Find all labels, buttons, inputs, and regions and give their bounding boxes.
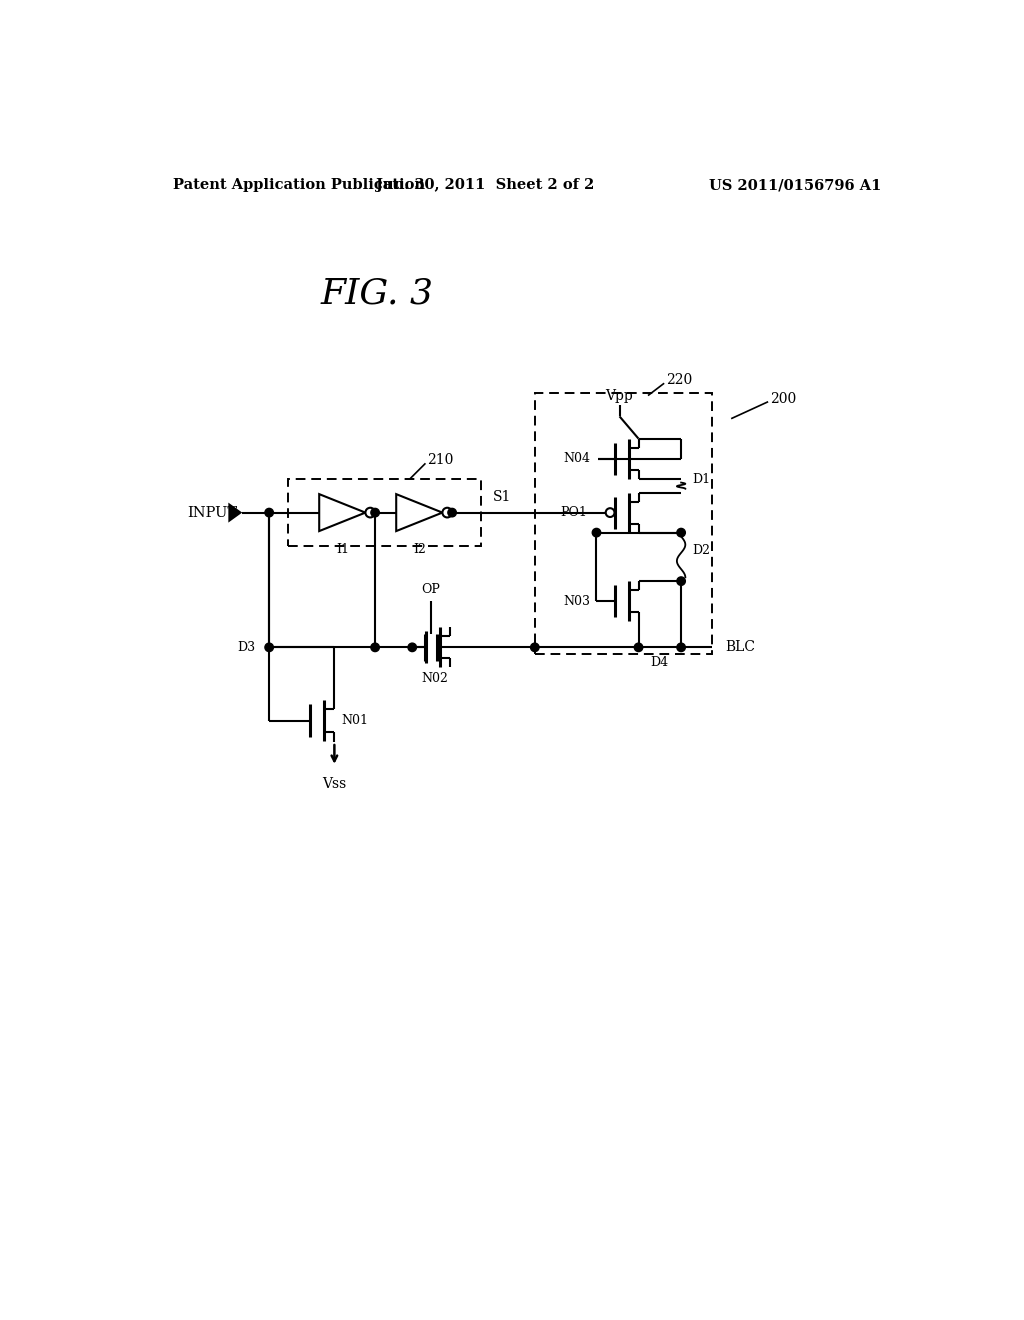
Text: D2: D2: [692, 544, 710, 557]
Text: 210: 210: [427, 453, 454, 467]
Circle shape: [530, 643, 539, 652]
Text: FIG. 3: FIG. 3: [321, 276, 433, 310]
Text: US 2011/0156796 A1: US 2011/0156796 A1: [709, 178, 882, 193]
Text: I1: I1: [336, 543, 349, 556]
Polygon shape: [228, 503, 243, 523]
Text: N03: N03: [563, 594, 591, 607]
Text: PO1: PO1: [560, 506, 588, 519]
Bar: [535, 393, 712, 653]
Circle shape: [634, 643, 643, 652]
Circle shape: [677, 528, 685, 537]
Text: 220: 220: [666, 374, 692, 387]
Circle shape: [592, 528, 601, 537]
Text: D4: D4: [651, 656, 669, 669]
Text: Vpp: Vpp: [605, 388, 634, 403]
Circle shape: [447, 508, 457, 517]
Circle shape: [677, 577, 685, 585]
Bar: [289, 479, 481, 546]
Text: Vss: Vss: [323, 776, 346, 791]
Text: OP: OP: [422, 582, 440, 595]
Text: 200: 200: [770, 392, 796, 405]
Circle shape: [265, 643, 273, 652]
Text: Jun. 30, 2011  Sheet 2 of 2: Jun. 30, 2011 Sheet 2 of 2: [376, 178, 594, 193]
Circle shape: [371, 643, 379, 652]
Text: Patent Application Publication: Patent Application Publication: [173, 178, 425, 193]
Text: I2: I2: [413, 543, 426, 556]
Circle shape: [408, 643, 417, 652]
Circle shape: [677, 643, 685, 652]
Text: INPUT: INPUT: [186, 506, 237, 520]
Text: D1: D1: [692, 473, 710, 486]
Circle shape: [371, 508, 379, 517]
Text: N01: N01: [341, 714, 369, 727]
Circle shape: [265, 508, 273, 517]
Text: D3: D3: [238, 640, 255, 653]
Text: N04: N04: [563, 453, 591, 465]
Text: N02: N02: [421, 672, 449, 685]
Text: S1: S1: [493, 490, 511, 504]
Text: BLC: BLC: [726, 640, 756, 655]
